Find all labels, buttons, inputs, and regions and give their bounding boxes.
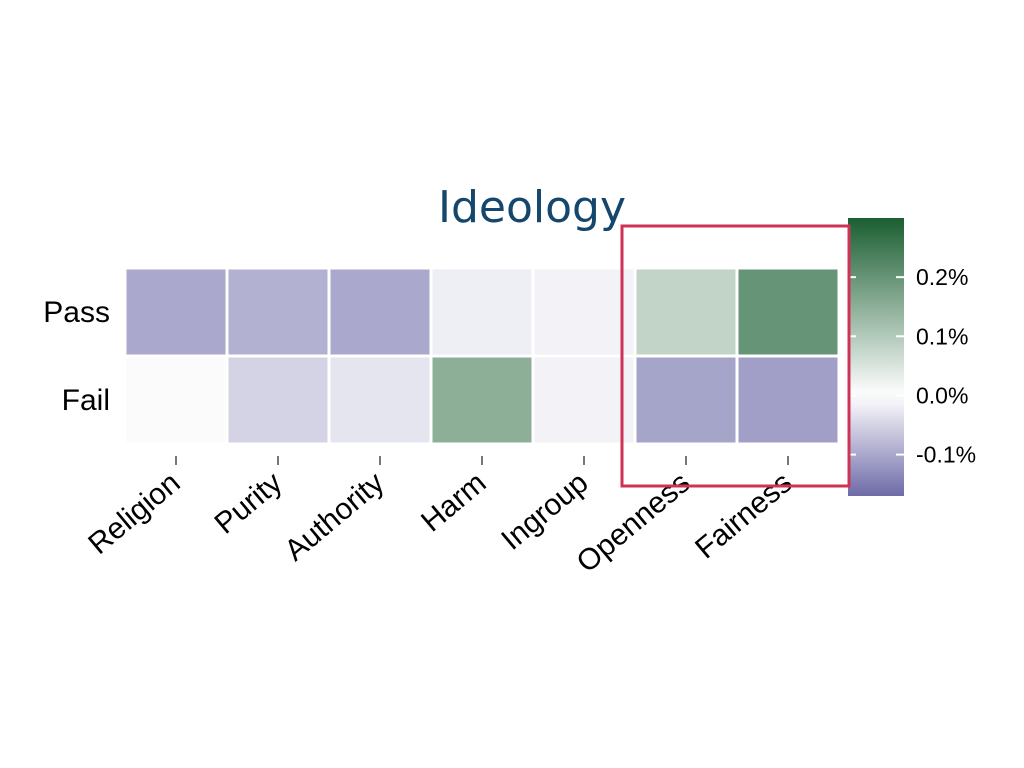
column-ticks xyxy=(175,456,789,465)
heatmap-cell-pass-harm xyxy=(429,266,535,358)
highlight-box xyxy=(620,224,851,488)
heatmap-cell-fail-ingroup xyxy=(531,354,637,446)
heatmap-cell-pass-purity xyxy=(225,266,331,358)
heatmap-cell-fail-harm xyxy=(429,354,535,446)
row-label-fail: Fail xyxy=(62,384,110,417)
column-label-ingroup: Ingroup xyxy=(495,466,594,557)
heatmap-cells xyxy=(123,266,841,446)
colorbar: -0.1% 0.0% 0.1% 0.2% xyxy=(848,218,976,496)
colorbar-tick-label: 0.1% xyxy=(916,323,968,349)
colorbar-tick-label: 0.2% xyxy=(916,264,968,290)
column-label-religion: Religion xyxy=(82,466,186,561)
heatmap-cell-fail-fairness xyxy=(735,354,841,446)
row-labels: Pass Fail xyxy=(43,296,110,417)
column-label-harm: Harm xyxy=(415,466,492,538)
column-label-purity: Purity xyxy=(209,466,289,541)
column-label-authority: Authority xyxy=(279,466,391,567)
column-label-fairness: Fairness xyxy=(689,466,798,565)
colorbar-tick-label: 0.0% xyxy=(916,382,968,408)
heatmap-cell-fail-openness xyxy=(633,354,739,446)
heatmap-cell-fail-religion xyxy=(123,354,229,446)
heatmap-cell-fail-purity xyxy=(225,354,331,446)
colorbar-gradient xyxy=(848,218,904,496)
heatmap-cell-pass-ingroup xyxy=(531,266,637,358)
heatmap-cell-pass-authority xyxy=(327,266,433,358)
heatmap-cell-fail-authority xyxy=(327,354,433,446)
heatmap-cell-pass-openness xyxy=(633,266,739,358)
heatmap-cell-pass-religion xyxy=(123,266,229,358)
chart-title: Ideology xyxy=(438,182,626,233)
row-label-pass: Pass xyxy=(43,296,110,329)
column-label-openness: Openness xyxy=(571,466,697,579)
colorbar-tick-label: -0.1% xyxy=(916,442,976,468)
heatmap-cell-pass-fairness xyxy=(735,266,841,358)
